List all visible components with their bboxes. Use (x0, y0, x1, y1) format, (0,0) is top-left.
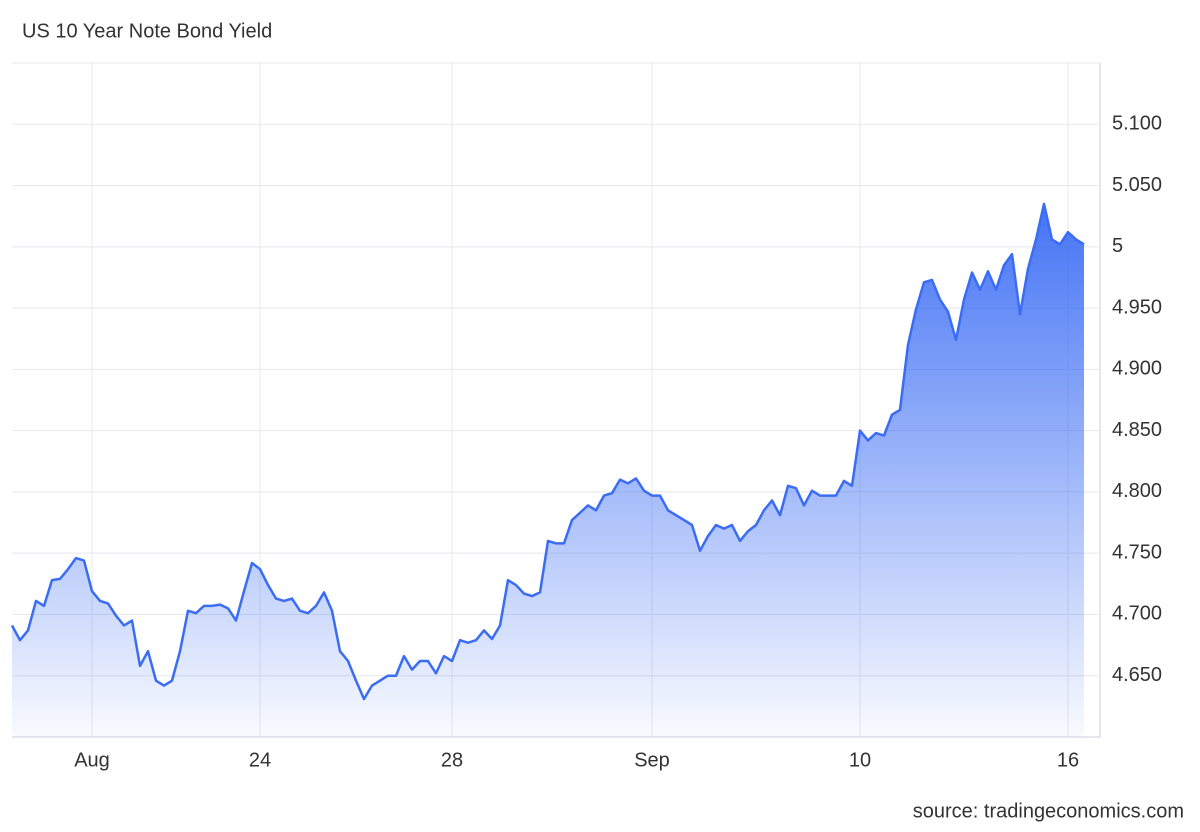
y-tick-label: 5.050 (1112, 174, 1162, 196)
y-tick-label: 4.750 (1112, 541, 1162, 563)
x-tick-label: Sep (634, 749, 670, 771)
y-tick-label: 4.800 (1112, 480, 1162, 502)
line (10, 202, 1085, 701)
y-tick-label: 5 (1112, 235, 1123, 257)
x-tick-label: 16 (1057, 749, 1079, 771)
y-tick-label: 4.700 (1112, 603, 1162, 625)
x-tick-label: 24 (249, 749, 271, 771)
x-tick-label: 28 (441, 749, 463, 771)
y-tick-label: 4.650 (1112, 664, 1162, 686)
area (12, 203, 1084, 737)
y-tick-label: 4.900 (1112, 358, 1162, 380)
y-tick-label: 4.950 (1112, 296, 1162, 318)
source: source: tradingeconomics.com (913, 800, 1184, 822)
x-tick-label: Aug (74, 749, 110, 771)
y-tick-label: 5.100 (1112, 113, 1162, 135)
x-tick-label: 10 (849, 749, 871, 771)
chart-title: US 10 Year Note Bond Yield (22, 20, 272, 42)
y-tick-label: 4.850 (1112, 419, 1162, 441)
